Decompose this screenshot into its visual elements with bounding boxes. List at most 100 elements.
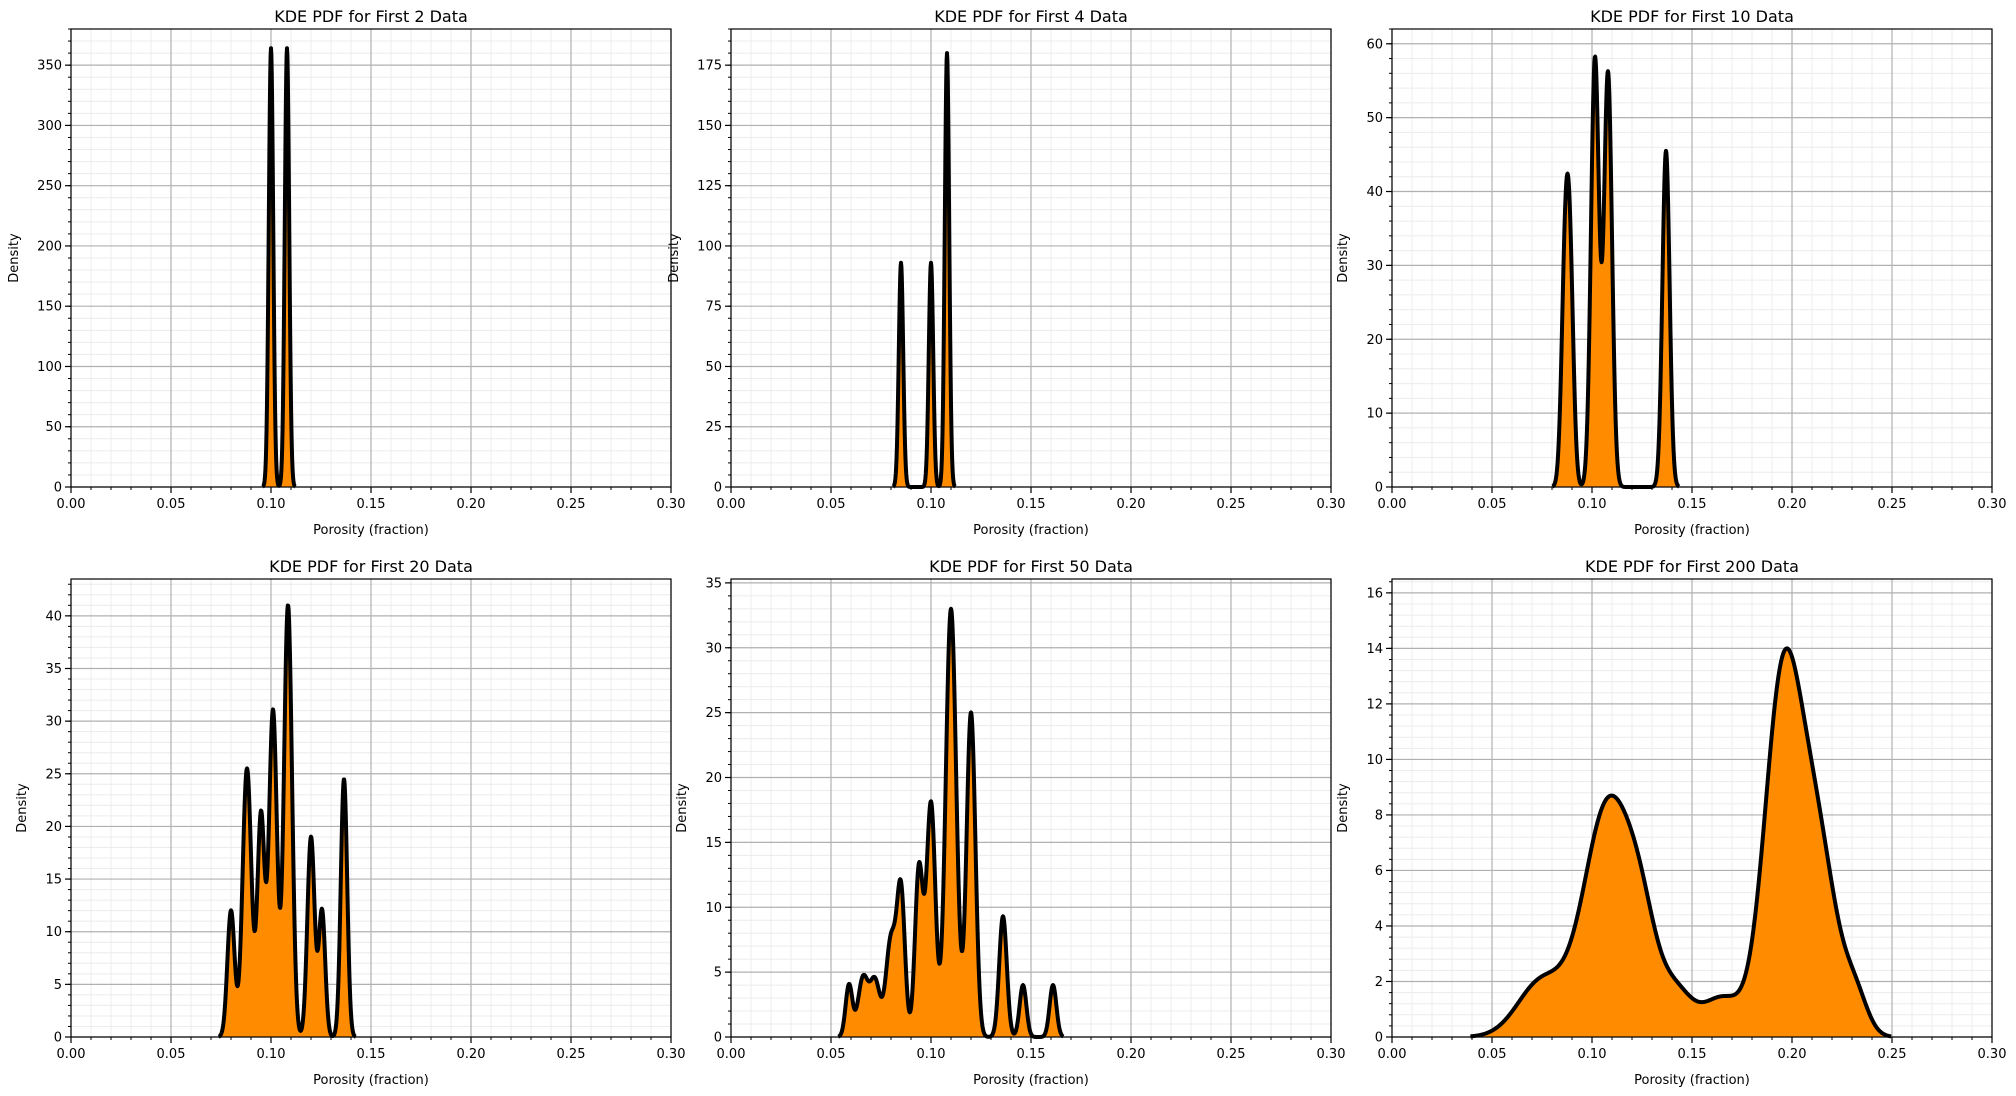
x-tick-label: 0.20: [1117, 497, 1146, 512]
y-axis-label: Density: [675, 783, 690, 833]
x-tick-label: 0.00: [717, 497, 746, 512]
x-tick-label: 0.10: [917, 497, 946, 512]
plot-area: 0.00 0.05 0.10 0.15 0.20 0.25 0.30 0 5 10 15 20 25 30…: [705, 576, 1345, 1062]
plot-area: 0.00 0.05 0.10 0.15 0.20 0.25 0.30 0 50 100 150 200…: [37, 28, 686, 512]
x-tick-label: 0.30: [1317, 497, 1346, 512]
x-tick-label: 0.00: [1378, 1047, 1407, 1062]
x-tick-label: 0.05: [1478, 497, 1507, 512]
y-tick-label: 12: [1366, 697, 1383, 712]
y-tick-label: 10: [1366, 753, 1383, 768]
density-fill: [1552, 56, 1680, 488]
density-curve: [836, 606, 1065, 1039]
x-tick-label: 0.10: [1578, 1047, 1607, 1062]
x-tick-label: 0.25: [557, 497, 586, 512]
x-tick-label: 0.25: [1878, 1047, 1907, 1062]
y-tick-label: 175: [697, 59, 722, 74]
y-tick-label: 10: [45, 925, 62, 940]
x-axis-label: Porosity (fraction): [973, 1073, 1089, 1088]
x-tick-label: 0.05: [817, 1047, 846, 1062]
density-fill: [838, 608, 1064, 1037]
panel-title: KDE PDF for First 4 Data: [934, 7, 1128, 26]
y-tick-label: 10: [1366, 407, 1383, 422]
y-tick-label: 4: [1375, 919, 1383, 934]
y-tick-label: 15: [705, 836, 722, 851]
x-tick-label: 0.05: [817, 497, 846, 512]
panel-title: KDE PDF for First 10 Data: [1590, 7, 1794, 26]
y-tick-label: 25: [705, 420, 722, 435]
y-tick-label: 20: [45, 820, 62, 835]
y-tick-label: 125: [697, 179, 722, 194]
y-tick-label: 25: [45, 767, 62, 782]
density-curve: [261, 46, 297, 489]
x-tick-label: 0.30: [657, 1047, 686, 1062]
x-tick-label: 0.00: [57, 497, 86, 512]
density-fill: [1470, 648, 1892, 1037]
x-tick-label: 0.10: [257, 1047, 286, 1062]
y-axis-label: Density: [15, 783, 30, 833]
y-tick-label: 0: [714, 1031, 722, 1046]
y-axis-label: Density: [667, 233, 682, 283]
panel-first-200: 0.00 0.05 0.10 0.15 0.20 0.25 0.30 0 2 4 6 8 10 12 14 1…: [1336, 557, 2006, 1088]
y-tick-label: 100: [37, 360, 62, 375]
x-tick-label: 0.25: [1217, 497, 1246, 512]
y-tick-label: 20: [1366, 333, 1383, 348]
density-fill: [893, 53, 956, 488]
y-tick-label: 8: [1375, 808, 1383, 823]
x-tick-label: 0.15: [1017, 497, 1046, 512]
y-tick-label: 350: [37, 59, 62, 74]
x-tick-label: 0.20: [1778, 497, 1807, 512]
density-curve: [891, 51, 957, 489]
y-tick-label: 14: [1366, 642, 1383, 657]
plot-area: 0.00 0.05 0.10 0.15 0.20 0.25 0.30 0 25 50 75 100 12…: [697, 28, 1346, 512]
y-tick-label: 50: [45, 420, 62, 435]
y-axis-label: Density: [1336, 233, 1351, 283]
x-tick-label: 0.25: [1217, 1047, 1246, 1062]
panel-first-2: 0.00 0.05 0.10 0.15 0.20 0.25 0.30 0 50 100 150 200…: [7, 7, 685, 538]
panel-first-10: 0.00 0.05 0.10 0.15 0.20 0.25 0.30 0 10 20 30 40 50 6…: [1336, 7, 2006, 538]
panel-title: KDE PDF for First 20 Data: [269, 557, 473, 576]
y-tick-label: 10: [705, 901, 722, 916]
x-tick-label: 0.30: [657, 497, 686, 512]
density-curve: [1550, 54, 1681, 489]
panel-first-50: 0.00 0.05 0.10 0.15 0.20 0.25 0.30 0 5 10 15 20 25 30…: [675, 557, 1345, 1088]
y-tick-label: 200: [37, 239, 62, 254]
plot-area: 0.00 0.05 0.10 0.15 0.20 0.25 0.30 0 2 4 6 8 10 12 14 1…: [1366, 578, 2006, 1062]
y-tick-label: 35: [705, 576, 722, 591]
plot-area: 0.00 0.05 0.10 0.15 0.20 0.25 0.30 0 5 10 15 20 25 30…: [45, 578, 686, 1062]
y-tick-label: 50: [1366, 111, 1383, 126]
y-tick-label: 75: [705, 300, 722, 315]
y-tick-label: 50: [705, 360, 722, 375]
y-tick-label: 2: [1375, 975, 1383, 990]
y-tick-label: 5: [714, 966, 722, 981]
x-tick-label: 0.20: [1778, 1047, 1807, 1062]
y-tick-label: 35: [45, 662, 62, 677]
y-tick-label: 0: [1375, 1031, 1383, 1046]
y-axis-label: Density: [7, 233, 22, 283]
y-tick-label: 300: [37, 119, 62, 134]
y-tick-label: 150: [697, 119, 722, 134]
y-tick-label: 60: [1366, 37, 1383, 52]
x-tick-label: 0.20: [457, 497, 486, 512]
x-tick-label: 0.05: [157, 497, 186, 512]
y-axis-label: Density: [1336, 783, 1351, 833]
x-tick-label: 0.15: [1017, 1047, 1046, 1062]
y-tick-label: 30: [1366, 259, 1383, 274]
x-axis-label: Porosity (fraction): [973, 523, 1089, 538]
x-tick-label: 0.15: [357, 497, 386, 512]
x-tick-label: 0.20: [1117, 1047, 1146, 1062]
y-tick-label: 6: [1375, 864, 1383, 879]
x-tick-label: 0.05: [1478, 1047, 1507, 1062]
density-curve: [217, 603, 358, 1039]
x-tick-label: 0.10: [257, 497, 286, 512]
y-tick-label: 100: [697, 239, 722, 254]
y-tick-label: 0: [54, 481, 62, 496]
y-tick-label: 15: [45, 873, 62, 888]
y-tick-label: 0: [714, 481, 722, 496]
panel-title: KDE PDF for First 200 Data: [1585, 557, 1799, 576]
y-tick-label: 5: [54, 978, 62, 993]
y-tick-label: 150: [37, 300, 62, 315]
x-axis-label: Porosity (fraction): [1634, 523, 1750, 538]
y-tick-label: 30: [705, 641, 722, 656]
x-tick-label: 0.15: [1678, 497, 1707, 512]
